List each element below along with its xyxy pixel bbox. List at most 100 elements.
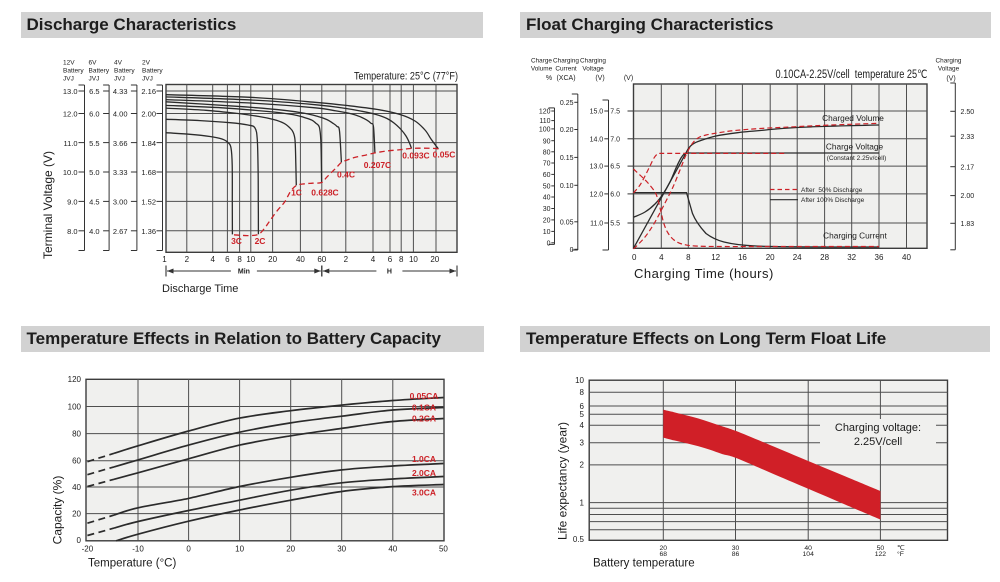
svg-text:8: 8 [580,388,585,397]
svg-text:Battery: Battery [114,68,135,75]
svg-text:80: 80 [72,429,81,438]
svg-text:Charged Volume: Charged Volume [822,113,884,123]
svg-text:Battery: Battery [142,68,163,75]
svg-text:10: 10 [543,229,551,236]
svg-text:4.5: 4.5 [89,198,99,207]
svg-text:12.0: 12.0 [63,110,78,119]
svg-text:10: 10 [575,376,584,385]
svg-text:6: 6 [225,255,230,264]
svg-text:12.0: 12.0 [590,192,604,199]
svg-text:Charging voltage:: Charging voltage: [835,422,921,434]
svg-text:32: 32 [847,253,856,262]
svg-text:11.0: 11.0 [590,221,603,228]
svg-text:6.5: 6.5 [610,164,620,171]
svg-text:0.05: 0.05 [560,219,574,226]
svg-text:After 50% Discharge: After 50% Discharge [801,187,863,194]
svg-text:3.00: 3.00 [113,198,128,207]
svg-text:1.36: 1.36 [141,227,156,236]
svg-text:Charging: Charging [936,58,962,65]
svg-text:6V: 6V [89,60,98,67]
svg-text:0.207C: 0.207C [364,160,391,170]
svg-text:After 100% Discharge: After 100% Discharge [801,197,865,204]
svg-text:20: 20 [72,509,81,518]
svg-text:Discharge Time: Discharge Time [162,283,238,295]
svg-text:JVJ: JVJ [89,76,100,83]
svg-text:℃: ℃ [897,545,905,552]
svg-text:Charge Voltage: Charge Voltage [826,142,884,152]
svg-text:-10: -10 [132,545,144,554]
svg-text:40: 40 [72,483,81,492]
svg-text:Battery: Battery [89,68,110,75]
svg-text:8: 8 [399,255,404,264]
svg-text:2: 2 [344,255,349,264]
svg-text:2.50: 2.50 [961,109,975,116]
svg-text:12: 12 [711,253,720,262]
svg-text:6.0: 6.0 [610,192,620,199]
svg-text:7.0: 7.0 [610,136,620,143]
svg-text:4.0: 4.0 [89,227,99,236]
svg-text:-20: -20 [82,545,94,554]
svg-text:1.0CA: 1.0CA [412,454,436,464]
svg-text:4: 4 [659,253,664,262]
svg-text:20: 20 [430,255,439,264]
svg-text:60: 60 [317,255,326,264]
svg-text:4.00: 4.00 [113,110,128,119]
svg-text:0.05CA: 0.05CA [410,391,439,401]
svg-text:104: 104 [803,551,815,558]
svg-text:13.0: 13.0 [63,87,78,96]
svg-text:40: 40 [804,545,812,552]
svg-text:30: 30 [337,545,346,554]
svg-text:90: 90 [543,138,551,145]
svg-text:30: 30 [732,545,740,552]
svg-text:20: 20 [543,218,551,225]
svg-text:3: 3 [580,439,585,448]
svg-text:0.25: 0.25 [560,100,574,107]
svg-text:110: 110 [539,118,550,125]
svg-text:10: 10 [246,255,255,264]
svg-text:1.52: 1.52 [141,198,156,207]
svg-text:40: 40 [902,253,911,262]
svg-text:20: 20 [660,545,668,552]
svg-text:4: 4 [210,255,215,264]
svg-text:0: 0 [632,253,637,262]
svg-text:2.25V/cell: 2.25V/cell [854,436,902,448]
svg-text:122: 122 [875,551,887,558]
svg-text:JVJ: JVJ [142,76,153,83]
svg-text:Charge: Charge [531,58,552,65]
svg-text:1: 1 [162,255,167,264]
svg-text:86: 86 [732,551,740,558]
svg-text:2V: 2V [142,60,151,67]
svg-text:5.5: 5.5 [89,139,99,148]
svg-text:10: 10 [409,255,418,264]
svg-text:15.0: 15.0 [590,109,604,116]
svg-text:2.33: 2.33 [961,134,975,141]
svg-text:0.10CA-2.25V/cell temperature: 0.10CA-2.25V/cell temperature 25℃ [776,69,928,81]
svg-text:JVJ: JVJ [63,76,74,83]
svg-text:14.0: 14.0 [590,136,604,143]
svg-text:40: 40 [296,255,305,264]
svg-text:60: 60 [72,457,81,466]
svg-text:6.0: 6.0 [89,110,99,119]
svg-text:0.05C: 0.05C [433,149,456,159]
svg-text:0.628C: 0.628C [311,188,338,198]
svg-text:2.00: 2.00 [141,110,156,119]
svg-text:0.20: 0.20 [560,127,574,134]
svg-text:Temperature (°C): Temperature (°C) [88,558,176,570]
svg-text:Voltage: Voltage [938,66,960,73]
svg-text:1C: 1C [291,188,302,198]
svg-text:4: 4 [580,421,585,430]
svg-text:4: 4 [371,255,376,264]
svg-text:3.66: 3.66 [113,139,128,148]
svg-text:16: 16 [738,253,747,262]
svg-text:8: 8 [237,255,242,264]
svg-text:9.0: 9.0 [67,198,77,207]
svg-text:Charging Current: Charging Current [823,231,887,241]
svg-text:40: 40 [543,195,551,202]
svg-text:30: 30 [543,206,551,213]
svg-text:3.0CA: 3.0CA [412,488,436,498]
svg-text:Charging Time (hours): Charging Time (hours) [634,266,774,281]
svg-text:4.33: 4.33 [113,87,128,96]
svg-text:0.5: 0.5 [573,535,585,544]
svg-text:2.0CA: 2.0CA [412,468,436,478]
svg-text:Battery: Battery [63,68,84,75]
